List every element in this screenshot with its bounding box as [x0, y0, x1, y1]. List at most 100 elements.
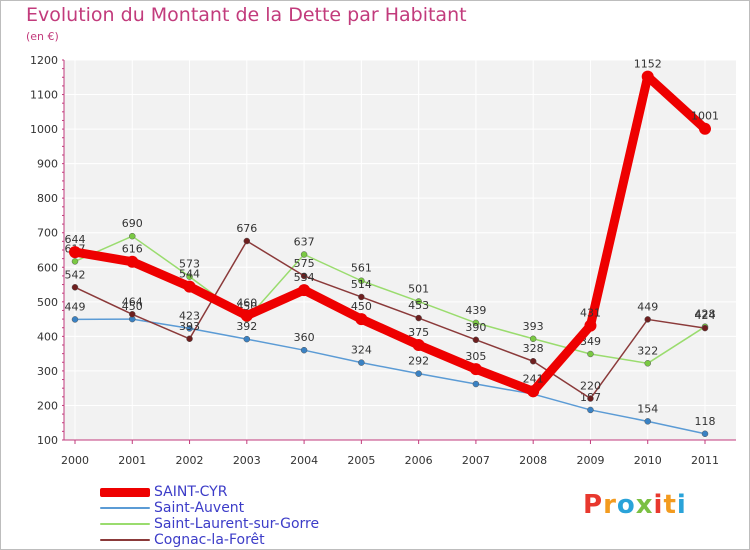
data-point-cognac-la-for-t: [243, 237, 251, 245]
legend-swatch-saint-laurent-sur-gorre: [100, 523, 150, 525]
data-label-cognac-la-for-t: 220: [580, 380, 601, 393]
y-tick-label: 1000: [30, 123, 58, 136]
data-label-saint-auvent: 423: [179, 309, 200, 322]
data-label-cognac-la-for-t: 424: [695, 309, 716, 322]
data-label-saint-cyr: 1152: [634, 58, 662, 71]
y-tick-label: 400: [37, 330, 58, 343]
data-point-saint-auvent: [300, 346, 308, 354]
data-label-saint-laurent-sur-gorre: 428: [695, 308, 716, 321]
data-point-saint-cyr: [240, 309, 253, 322]
legend-item-cognac-la-foret: Cognac-la-Forêt: [100, 532, 319, 548]
legend-swatch-saint-cyr: [100, 487, 150, 497]
data-label-cognac-la-for-t: 676: [236, 222, 257, 235]
x-tick-label: 2004: [290, 454, 318, 467]
data-label-cognac-la-for-t: 390: [465, 321, 486, 334]
y-tick-label: 800: [37, 192, 58, 205]
data-point-saint-auvent: [644, 418, 651, 425]
proxiti-logo: Proxiti: [583, 490, 687, 520]
data-point-saint-laurent-sur-gorre: [587, 350, 594, 358]
x-tick-label: 2003: [233, 454, 261, 467]
data-point-saint-cyr: [69, 246, 81, 259]
data-label-saint-cyr: 431: [580, 307, 601, 320]
data-label-cognac-la-for-t: 464: [122, 295, 143, 308]
data-point-saint-laurent-sur-gorre: [644, 360, 651, 367]
data-label-saint-laurent-sur-gorre: 501: [408, 282, 429, 295]
y-tick-label: 300: [37, 365, 58, 378]
y-tick-label: 900: [37, 158, 58, 171]
data-label-saint-cyr: 644: [65, 233, 86, 246]
data-point-saint-cyr: [412, 339, 425, 351]
legend-swatch-saint-auvent: [100, 507, 150, 509]
data-point-cognac-la-for-t: [472, 336, 480, 344]
data-point-saint-laurent-sur-gorre: [129, 232, 136, 240]
data-point-saint-auvent: [243, 335, 251, 343]
data-point-saint-auvent: [701, 430, 709, 438]
data-label-saint-auvent: 292: [408, 355, 429, 368]
data-label-cognac-la-for-t: 453: [408, 299, 429, 312]
legend-label: Cognac-la-Forêt: [154, 532, 265, 548]
series-line-saint-cyr: [70, 72, 710, 396]
legend-item-saint-laurent-sur-gorre: Saint-Laurent-sur-Gorre: [100, 516, 319, 532]
chart-legend: SAINT-CYR Saint-Auvent Saint-Laurent-sur…: [100, 484, 319, 548]
data-point-cognac-la-for-t: [701, 324, 709, 332]
data-point-saint-cyr: [527, 385, 540, 398]
y-tick-label: 600: [37, 261, 58, 274]
data-point-saint-cyr: [126, 255, 139, 268]
data-point-saint-cyr: [584, 319, 597, 332]
data-point-cognac-la-for-t: [529, 357, 537, 365]
data-point-saint-auvent: [472, 380, 480, 388]
data-point-saint-auvent: [71, 316, 79, 323]
data-label-saint-cyr: 616: [122, 243, 143, 256]
legend-item-saint-auvent: Saint-Auvent: [100, 500, 319, 516]
data-point-saint-laurent-sur-gorre: [71, 258, 79, 265]
data-point-cognac-la-for-t: [358, 293, 365, 301]
data-label-cognac-la-for-t: 449: [637, 300, 658, 313]
data-point-saint-laurent-sur-gorre: [529, 335, 537, 343]
data-point-saint-cyr: [355, 313, 368, 326]
x-tick-label: 2005: [347, 454, 375, 467]
data-point-cognac-la-for-t: [587, 395, 594, 402]
legend-label: Saint-Laurent-sur-Gorre: [154, 516, 320, 532]
data-label-saint-cyr: 544: [179, 268, 200, 281]
data-label-saint-cyr: 375: [408, 326, 429, 339]
x-tick-label: 2006: [405, 454, 433, 467]
data-label-cognac-la-for-t: 575: [294, 257, 315, 270]
data-point-saint-laurent-sur-gorre: [300, 251, 308, 258]
data-point-saint-laurent-sur-gorre: [186, 273, 193, 280]
chart-subtitle: (en €): [26, 30, 59, 43]
data-point-saint-laurent-sur-gorre: [415, 298, 422, 305]
x-tick-label: 2000: [61, 454, 89, 467]
y-tick-label: 700: [37, 227, 58, 240]
data-point-saint-laurent-sur-gorre: [358, 277, 365, 284]
data-label-saint-cyr: 534: [294, 271, 315, 284]
data-point-saint-auvent: [358, 359, 365, 366]
data-point-saint-auvent: [186, 325, 193, 332]
y-tick-label: 200: [37, 399, 58, 412]
data-point-cognac-la-for-t: [129, 311, 136, 318]
x-tick-label: 2009: [576, 454, 604, 467]
series-line-saint-auvent: [74, 318, 706, 435]
data-label-saint-laurent-sur-gorre: 561: [351, 262, 372, 275]
data-label-saint-cyr: 450: [351, 300, 372, 313]
legend-label: SAINT-CYR: [154, 484, 228, 500]
data-point-saint-cyr: [298, 284, 311, 297]
data-label-saint-laurent-sur-gorre: 573: [179, 258, 200, 271]
y-tick-label: 1200: [30, 54, 58, 67]
data-point-saint-auvent: [415, 370, 422, 377]
data-label-cognac-la-for-t: 514: [351, 278, 372, 291]
data-point-saint-cyr: [641, 70, 654, 83]
data-point-cognac-la-for-t: [300, 272, 308, 280]
data-label-saint-auvent: 118: [695, 415, 716, 428]
y-tick-label: 1100: [30, 89, 58, 102]
y-tick-label: 500: [37, 296, 58, 309]
data-point-saint-cyr: [699, 122, 711, 135]
data-label-saint-cyr: 460: [236, 297, 257, 310]
data-point-cognac-la-for-t: [186, 335, 193, 343]
data-point-saint-cyr: [469, 363, 482, 376]
plot-area: [64, 60, 736, 440]
data-point-saint-cyr: [183, 280, 196, 293]
data-point-cognac-la-for-t: [644, 316, 651, 323]
legend-label: Saint-Auvent: [154, 500, 245, 516]
data-label-saint-cyr: 305: [465, 350, 486, 363]
